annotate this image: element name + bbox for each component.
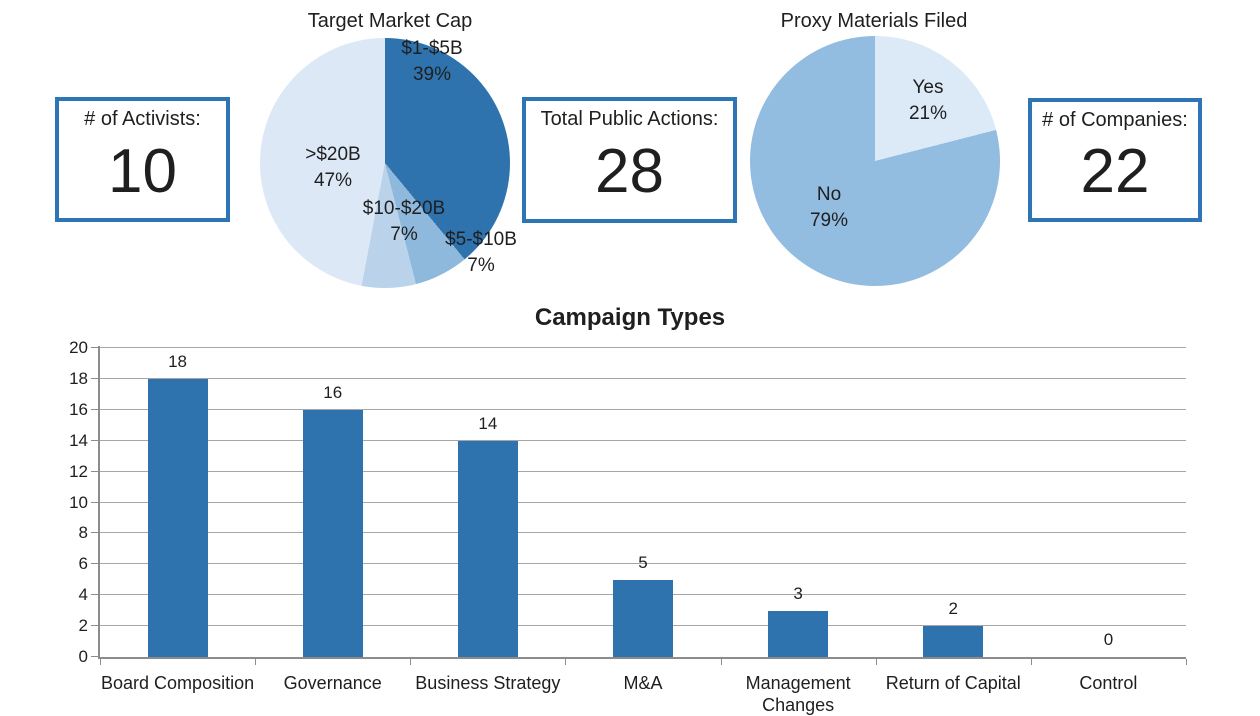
category-label: Return of Capital <box>885 673 1021 693</box>
x-tick-mark <box>410 659 412 665</box>
bar <box>147 378 208 657</box>
y-tick-mark <box>91 501 100 503</box>
x-axis <box>98 657 1186 659</box>
x-tick-mark <box>720 659 722 665</box>
pie-slice-pct: 21% <box>908 103 948 124</box>
x-tick-mark <box>1186 659 1187 665</box>
y-axis-tick-label: 0 <box>78 647 88 666</box>
pie-slice-annotation: No 79% <box>810 182 848 234</box>
pie-slice-pct: 79% <box>809 210 849 231</box>
gridline <box>100 439 1186 441</box>
pie-slice-annotation: Yes 21% <box>909 75 947 127</box>
bar-value-label: 18 <box>168 351 188 371</box>
pie-slice-pct: 7% <box>467 255 495 276</box>
pie-slice-pct: 7% <box>390 224 418 245</box>
category-label: Governance <box>283 673 382 693</box>
bar <box>457 440 518 657</box>
y-tick-mark <box>91 532 100 534</box>
bar-chart-title: Campaign Types <box>534 304 726 331</box>
pie-title-target-market-cap: Target Market Cap <box>307 10 473 32</box>
stat-box-value: 10 <box>108 136 177 206</box>
category-label: Board Composition <box>101 673 255 693</box>
stat-box-value: 28 <box>595 137 664 206</box>
y-tick-mark <box>91 563 100 565</box>
bar <box>768 610 829 657</box>
pie-slice-label: Yes <box>912 77 944 98</box>
bar <box>302 409 363 657</box>
bar-value-label: 2 <box>948 599 959 619</box>
pie-slice-annotation: >$20B 47% <box>305 142 360 194</box>
gridline <box>100 532 1186 534</box>
bar-value-label: 5 <box>638 552 648 572</box>
y-tick-mark <box>91 439 100 441</box>
gridline <box>100 377 1186 379</box>
x-tick-mark <box>1030 659 1032 665</box>
category-label: Management Changes <box>745 673 851 715</box>
y-axis-tick-label: 2 <box>78 616 88 636</box>
gridline <box>100 408 1186 410</box>
bar <box>613 579 673 657</box>
pie-slice-pct: 39% <box>412 64 452 85</box>
pie-chart-target-market-cap <box>260 38 510 288</box>
pie-title-proxy-materials-filed: Proxy Materials Filed <box>780 10 968 32</box>
bar-value-label: 14 <box>478 413 498 433</box>
x-tick-mark <box>255 659 257 665</box>
gridline <box>100 347 1186 348</box>
y-tick-mark <box>91 377 100 379</box>
stat-box-companies: # of Companies: 22 <box>1028 98 1202 222</box>
bar-value-label: 3 <box>793 583 803 603</box>
bar <box>923 626 984 657</box>
x-tick-mark <box>100 659 101 665</box>
y-tick-mark <box>91 594 100 596</box>
y-tick-mark <box>91 408 100 410</box>
y-axis-tick-label: 10 <box>69 492 88 512</box>
pie-slice-label: $1-$5B <box>401 38 463 59</box>
pie-slice-label: >$20B <box>305 144 361 165</box>
y-axis-tick-label: 18 <box>69 368 88 388</box>
pie-slice-label: No <box>816 184 842 205</box>
stat-box-label: # of Companies: <box>1042 109 1188 131</box>
gridline <box>100 501 1186 503</box>
gridline <box>100 563 1186 565</box>
y-axis <box>98 346 100 659</box>
pie-slice-annotation: $1-$5B 39% <box>401 36 462 88</box>
y-axis-tick-label: 6 <box>78 554 88 574</box>
bar-value-label: 16 <box>323 382 343 402</box>
category-label: Control <box>1079 673 1138 693</box>
y-tick-mark <box>91 625 100 627</box>
category-label: Business Strategy <box>415 673 561 693</box>
stat-box-label: Total Public Actions: <box>540 108 719 130</box>
bar-value-label: 0 <box>1103 630 1114 649</box>
y-axis-tick-label: 14 <box>69 430 88 450</box>
y-tick-mark <box>91 470 100 472</box>
y-axis-tick-label: 4 <box>78 585 88 605</box>
stat-box-total-public-actions: Total Public Actions: 28 <box>522 97 737 223</box>
stat-box-label: # of Activists: <box>84 108 201 130</box>
x-tick-mark <box>875 659 877 665</box>
pie-slice-label: $5-$10B <box>445 229 517 250</box>
y-axis-tick-label: 16 <box>69 399 88 419</box>
pie-slice-annotation: $10-$20B 7% <box>363 196 445 248</box>
pie-slice-annotation: $5-$10B 7% <box>445 227 517 279</box>
y-axis-tick-label: 8 <box>78 523 88 543</box>
y-tick-mark <box>91 656 100 657</box>
pie-slice-label: $10-$20B <box>362 198 446 219</box>
x-tick-mark <box>565 659 567 665</box>
stat-box-value: 22 <box>1080 137 1150 206</box>
y-axis-tick-label: 20 <box>69 338 88 357</box>
y-tick-mark <box>91 347 100 348</box>
y-axis-tick-label: 12 <box>69 461 88 481</box>
stat-box-activists: # of Activists: 10 <box>55 97 230 222</box>
pie-slice-pct: 47% <box>313 170 353 191</box>
pie-chart-proxy-materials-filed <box>750 36 1000 286</box>
gridline <box>100 470 1186 472</box>
category-label: M&A <box>623 673 663 693</box>
